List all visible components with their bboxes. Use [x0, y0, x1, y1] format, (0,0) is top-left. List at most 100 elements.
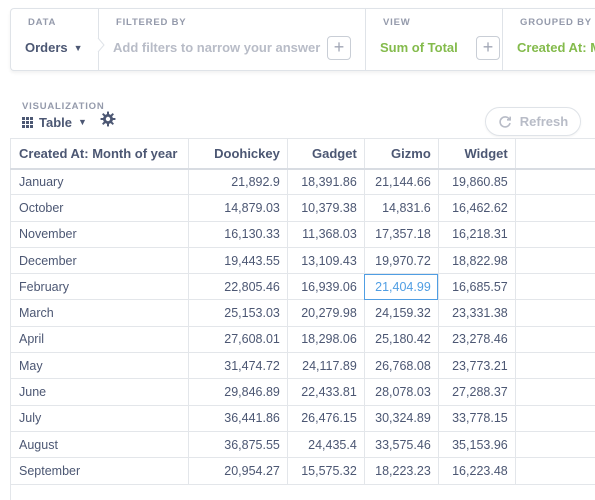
aggregation-value[interactable]: Sum of Total	[380, 40, 458, 55]
data-source-selector[interactable]: Orders ▼	[25, 40, 83, 55]
column-header[interactable]: Created At: Month of year	[10, 138, 189, 170]
value-cell[interactable]: 20,954.27	[187, 457, 288, 485]
grouped-by-label: GROUPED BY	[520, 17, 592, 28]
column-header[interactable]: Doohickey	[187, 138, 288, 170]
value-cell[interactable]: 27,608.01	[187, 325, 288, 354]
value-cell[interactable]: 16,130.33	[187, 220, 288, 248]
value-cell[interactable]: 10,379.38	[286, 194, 365, 222]
value-cell[interactable]: 35,153.96	[437, 430, 516, 459]
filter-placeholder[interactable]: Add filters to narrow your answer	[113, 40, 321, 55]
table-filler	[514, 299, 595, 327]
table-filler	[514, 325, 595, 354]
value-cell[interactable]: 19,860.85	[437, 167, 516, 196]
row-label-cell[interactable]: December	[10, 246, 189, 275]
column-header[interactable]: Gadget	[286, 138, 365, 170]
value-cell[interactable]: 30,324.89	[363, 404, 439, 432]
value-cell[interactable]: 21,892.9	[187, 167, 288, 196]
plus-icon: +	[333, 37, 345, 57]
table-filler	[514, 430, 595, 459]
value-cell[interactable]: 14,879.03	[187, 194, 288, 222]
row-label-cell[interactable]: July	[10, 404, 189, 432]
table-filler	[514, 457, 595, 485]
visualization-type-value: Table	[39, 114, 72, 130]
value-cell[interactable]: 21,144.66	[363, 167, 439, 196]
value-cell[interactable]: 24,117.89	[286, 352, 365, 380]
arrow-separator-icon	[97, 37, 105, 53]
section-divider	[502, 9, 503, 70]
value-cell[interactable]: 13,109.43	[286, 246, 365, 275]
value-cell[interactable]: 26,476.15	[286, 404, 365, 432]
value-cell[interactable]: 22,805.46	[187, 273, 288, 301]
data-label: DATA	[28, 17, 57, 28]
view-section: VIEW Sum of Total +	[366, 9, 503, 70]
value-cell[interactable]: 16,685.57	[437, 273, 516, 301]
breakout-value[interactable]: Created At: Month of year	[517, 40, 595, 55]
table-row: May 31,474.72 24,117.89 26,768.08 23,773.21	[10, 352, 595, 380]
grouped-by-section: GROUPED BY Created At: Month of year	[503, 9, 595, 70]
table-filler	[514, 220, 595, 248]
row-label-cell[interactable]: April	[10, 325, 189, 354]
column-header[interactable]: Gizmo	[363, 138, 439, 170]
gear-icon	[100, 111, 116, 127]
value-cell[interactable]: 23,773.21	[437, 352, 516, 380]
row-label-cell[interactable]: May	[10, 352, 189, 380]
data-source-value: Orders	[25, 40, 68, 55]
value-cell[interactable]: 23,278.46	[437, 325, 516, 354]
value-cell[interactable]: 25,180.42	[363, 325, 439, 354]
row-label-cell[interactable]: November	[10, 220, 189, 248]
table-filler	[514, 246, 595, 275]
value-cell[interactable]: 24,159.32	[363, 299, 439, 327]
value-cell[interactable]: 27,288.37	[437, 378, 516, 406]
visualization-type-selector[interactable]: Table ▼	[22, 113, 87, 131]
value-cell[interactable]: 18,298.06	[286, 325, 365, 354]
value-cell[interactable]: 22,433.81	[286, 378, 365, 406]
table-icon	[22, 116, 33, 128]
value-cell[interactable]: 33,575.46	[363, 430, 439, 459]
row-label-cell[interactable]: June	[10, 378, 189, 406]
row-label-cell[interactable]: August	[10, 430, 189, 459]
table-row: October 14,879.03 10,379.38 14,831.6 16,462.…	[10, 194, 595, 222]
row-label-cell[interactable]: March	[10, 299, 189, 327]
value-cell[interactable]: 18,822.98	[437, 246, 516, 275]
add-filter-button[interactable]: +	[327, 36, 351, 60]
value-cell[interactable]: 11,368.03	[286, 220, 365, 248]
filter-section: FILTERED BY Add filters to narrow your a…	[99, 9, 365, 70]
value-cell[interactable]: 21,404.99	[363, 273, 439, 301]
value-cell[interactable]: 20,279.98	[286, 299, 365, 327]
value-cell[interactable]: 16,462.62	[437, 194, 516, 222]
filtered-by-label: FILTERED BY	[116, 17, 187, 28]
value-cell[interactable]: 18,391.86	[286, 167, 365, 196]
value-cell[interactable]: 14,831.6	[363, 194, 439, 222]
value-cell[interactable]: 16,223.48	[437, 457, 516, 485]
value-cell[interactable]: 15,575.32	[286, 457, 365, 485]
row-label-cell[interactable]: January	[10, 167, 189, 196]
row-label-cell[interactable]: February	[10, 273, 189, 301]
value-cell[interactable]: 36,875.55	[187, 430, 288, 459]
value-cell[interactable]: 29,846.89	[187, 378, 288, 406]
chevron-down-icon: ▼	[73, 43, 83, 53]
refresh-button[interactable]: Refresh	[485, 107, 581, 136]
value-cell[interactable]: 24,435.4	[286, 430, 365, 459]
table-filler	[514, 194, 595, 222]
value-cell[interactable]: 19,970.72	[363, 246, 439, 275]
value-cell[interactable]: 36,441.86	[187, 404, 288, 432]
value-cell[interactable]: 18,223.23	[363, 457, 439, 485]
value-cell[interactable]: 28,078.03	[363, 378, 439, 406]
value-cell[interactable]: 23,331.38	[437, 299, 516, 327]
row-label-cell[interactable]: October	[10, 194, 189, 222]
value-cell[interactable]: 16,218.31	[437, 220, 516, 248]
value-cell[interactable]: 16,939.06	[286, 273, 365, 301]
data-section: DATA Orders ▼	[11, 9, 99, 70]
value-cell[interactable]: 26,768.08	[363, 352, 439, 380]
row-label-cell[interactable]: September	[10, 457, 189, 485]
value-cell[interactable]: 19,443.55	[187, 246, 288, 275]
column-header[interactable]: Widget	[437, 138, 516, 170]
table-filler	[514, 273, 595, 301]
value-cell[interactable]: 25,153.03	[187, 299, 288, 327]
add-aggregation-button[interactable]: +	[476, 36, 500, 60]
view-label: VIEW	[383, 17, 411, 28]
settings-button[interactable]	[100, 111, 116, 132]
value-cell[interactable]: 31,474.72	[187, 352, 288, 380]
value-cell[interactable]: 33,778.15	[437, 404, 516, 432]
value-cell[interactable]: 17,357.18	[363, 220, 439, 248]
